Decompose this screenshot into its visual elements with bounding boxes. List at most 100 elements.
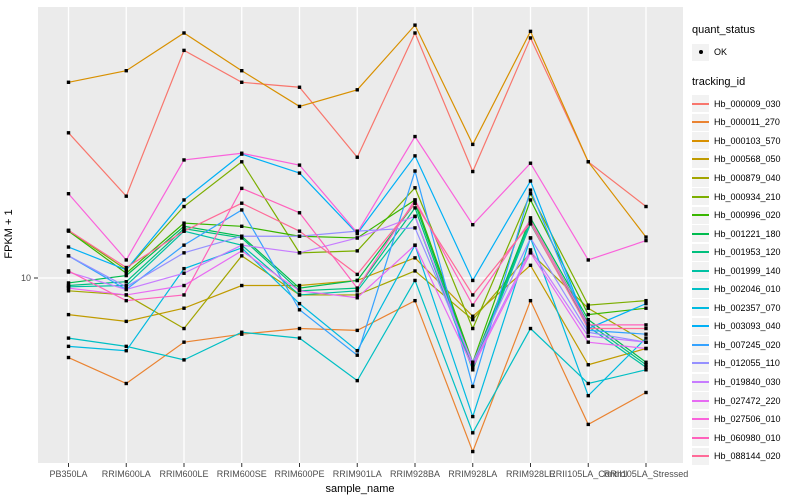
data-point: [297, 229, 302, 233]
data-point: [355, 378, 359, 383]
data-point: [355, 348, 359, 353]
data-point: [528, 248, 533, 252]
data-point: [586, 340, 590, 344]
data-point: [124, 348, 128, 353]
line-key-icon: [692, 447, 709, 465]
data-point: [182, 271, 186, 275]
data-point: [644, 336, 648, 340]
line-key-icon: [692, 113, 709, 131]
data-point: [355, 272, 359, 277]
legend-item-label: Hb_027472_220: [714, 395, 781, 406]
line-key-icon: [692, 206, 709, 224]
data-point: [528, 216, 533, 220]
data-point: [297, 336, 302, 340]
data-point: [240, 160, 244, 164]
data-point: [66, 131, 71, 135]
data-point: [355, 289, 359, 293]
data-point: [297, 293, 302, 297]
legend-item: Hb_000009_030: [692, 95, 798, 114]
legend-item: Hb_000103_570: [692, 132, 798, 151]
data-point: [66, 269, 71, 273]
line-key-icon: [692, 410, 709, 428]
data-point: [297, 211, 302, 215]
data-point: [66, 286, 71, 290]
data-point: [297, 286, 302, 290]
data-point: [413, 269, 417, 273]
data-point: [471, 363, 475, 367]
data-point: [182, 358, 186, 362]
line-key-icon: [692, 354, 709, 372]
legend-title-quant-status: quant_status: [692, 24, 755, 36]
data-point: [182, 198, 186, 202]
data-point: [297, 251, 302, 255]
data-point: [124, 68, 128, 73]
data-point: [413, 201, 417, 205]
data-point: [124, 298, 128, 303]
legend-item-label: Hb_088144_020: [714, 451, 781, 462]
data-point: [240, 186, 244, 191]
data-point: [644, 204, 648, 209]
data-point: [586, 393, 590, 398]
x-tick-label: RRIM600LE: [159, 469, 209, 479]
x-tick-label: RRIM928BA: [389, 469, 441, 479]
line-key-icon: [692, 373, 709, 391]
data-point: [240, 283, 244, 288]
data-point: [66, 281, 71, 285]
legend-item-label: Hb_001999_140: [714, 265, 781, 276]
legend-item-label: Hb_000009_030: [714, 98, 781, 109]
data-point: [355, 353, 359, 357]
legend-item: Hb_012055_110: [692, 354, 798, 373]
data-point: [413, 214, 417, 219]
data-point: [240, 234, 244, 238]
data-point: [182, 293, 186, 297]
line-key-icon: [692, 95, 709, 113]
data-point: [355, 155, 359, 159]
line-key-icon: [692, 150, 709, 168]
x-tick-label: RRIM901LA: [332, 469, 382, 479]
data-point: [297, 289, 302, 293]
data-point: [297, 326, 302, 331]
data-point: [355, 231, 359, 235]
data-point: [124, 285, 128, 289]
data-point: [66, 228, 71, 233]
legend-item: Hb_088144_020: [692, 447, 798, 466]
data-point: [124, 381, 128, 386]
legend-item-label: Hb_001221_180: [714, 228, 781, 239]
line-key-icon: [692, 169, 709, 187]
data-point: [355, 278, 359, 283]
data-point: [471, 314, 475, 318]
data-point: [586, 334, 590, 338]
data-point: [586, 326, 590, 331]
data-point: [240, 208, 244, 212]
data-point: [471, 169, 475, 174]
legend-item-label: Hb_060980_010: [714, 432, 781, 443]
data-point: [124, 258, 128, 262]
line-key-icon: [692, 132, 709, 150]
data-point: [586, 324, 590, 329]
data-point: [586, 363, 590, 367]
data-point: [124, 273, 128, 278]
data-point: [586, 381, 590, 386]
data-point: [644, 368, 648, 372]
data-point: [297, 234, 302, 238]
data-point: [586, 312, 590, 317]
legend-item-label: Hb_019840_030: [714, 377, 781, 388]
data-point: [182, 221, 186, 225]
data-point: [413, 298, 417, 303]
data-point: [182, 243, 186, 247]
data-point: [413, 31, 417, 35]
legend-item: Hb_001953_120: [692, 243, 798, 262]
data-point: [471, 223, 475, 227]
data-point: [586, 422, 590, 427]
data-point: [644, 235, 648, 239]
data-point: [66, 336, 71, 340]
data-point: [240, 246, 244, 250]
legend-item: Hb_000996_020: [692, 206, 798, 225]
data-point: [355, 328, 359, 333]
data-point: [66, 312, 71, 317]
legend-tracking-id-items: Hb_000009_030 Hb_000011_270 Hb_000103_570 H…: [692, 95, 798, 466]
data-point: [644, 238, 648, 243]
legend-item: Hb_000934_210: [692, 187, 798, 206]
data-point: [413, 278, 417, 283]
data-point: [182, 266, 186, 271]
